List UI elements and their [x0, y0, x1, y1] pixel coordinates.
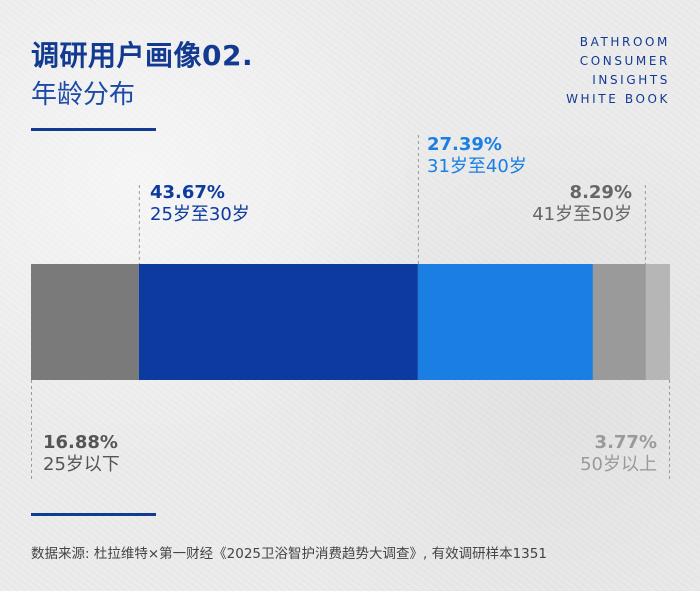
- value-label-41-50: 8.29%: [569, 182, 632, 203]
- brand-line-3: INSIGHTS: [592, 73, 670, 87]
- brand-block: BATHROOM CONSUMER INSIGHTS WHITE BOOK: [566, 33, 670, 109]
- bar-segment-25-30: [138, 264, 418, 380]
- data-source-note: 数据来源: 杜拉维特×第一财经《2025卫浴智护消费趋势大调查》, 有效调研样本…: [31, 546, 547, 562]
- brand-line-1: BATHROOM: [579, 35, 670, 49]
- category-label-over-50: 50岁以上: [580, 454, 657, 475]
- bar-segment-over-50: [645, 264, 670, 380]
- bar-segment-41-50: [592, 264, 646, 380]
- category-label-31-40: 31岁至40岁: [427, 156, 527, 177]
- footer-divider: [31, 513, 156, 516]
- page-title: 调研用户画像02.: [31, 39, 254, 72]
- title-divider: [31, 128, 156, 131]
- brand-line-2: CONSUMER: [579, 54, 670, 68]
- bar-segment-31-40: [417, 264, 593, 380]
- value-label-over-50: 3.77%: [594, 432, 657, 453]
- label-group-over-50: 3.77% 50岁以上: [520, 432, 657, 476]
- category-label-41-50: 41岁至50岁: [532, 204, 632, 225]
- label-group-41-50: 8.29% 41岁至50岁: [500, 182, 632, 226]
- value-label-31-40: 27.39%: [427, 134, 502, 155]
- page-subtitle: 年龄分布: [31, 80, 136, 110]
- bar-segment-under-25: [31, 264, 139, 380]
- brand-line-4: WHITE BOOK: [566, 92, 670, 106]
- category-label-under-25: 25岁以下: [43, 454, 120, 475]
- label-group-31-40: 27.39% 31岁至40岁: [427, 134, 527, 178]
- value-label-under-25: 16.88%: [43, 432, 118, 453]
- label-group-under-25: 16.88% 25岁以下: [43, 432, 120, 476]
- value-label-25-30: 43.67%: [150, 182, 225, 203]
- category-label-25-30: 25岁至30岁: [150, 204, 250, 225]
- label-group-25-30: 43.67% 25岁至30岁: [150, 182, 250, 226]
